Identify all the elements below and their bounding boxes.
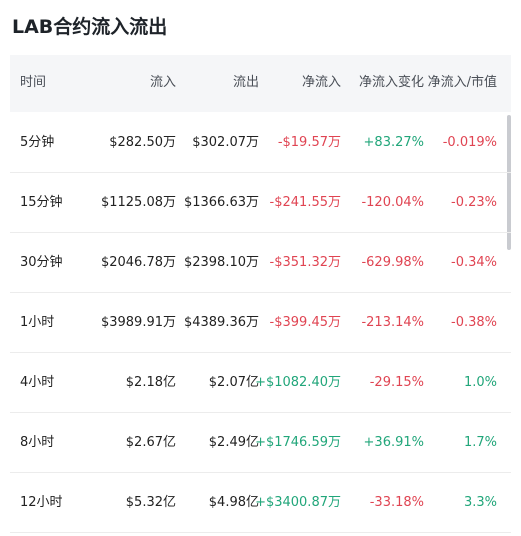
table-cell: +$1746.59万 bbox=[255, 435, 341, 450]
table-cell: $1125.08万 bbox=[100, 195, 176, 210]
row-divider bbox=[10, 292, 511, 293]
table-cell: 30分钟 bbox=[20, 255, 63, 270]
header-cell: 流出 bbox=[232, 75, 259, 90]
table-cell: 1.0% bbox=[463, 375, 497, 390]
table-cell: -0.019% bbox=[442, 135, 497, 150]
table-cell: -120.04% bbox=[361, 195, 424, 210]
header-cell: 流入 bbox=[149, 75, 176, 90]
scrollbar[interactable] bbox=[507, 115, 511, 250]
table-cell: 15分钟 bbox=[20, 195, 63, 210]
table-cell: $4389.36万 bbox=[183, 315, 259, 330]
row-divider bbox=[10, 232, 511, 233]
table-cell: -$399.45万 bbox=[269, 315, 341, 330]
table-cell: -$241.55万 bbox=[269, 195, 341, 210]
table-cell: -629.98% bbox=[361, 255, 424, 270]
table-cell: -0.38% bbox=[451, 315, 497, 330]
table-cell: -29.15% bbox=[369, 375, 424, 390]
table-cell: $1366.63万 bbox=[183, 195, 259, 210]
table-cell: 1.7% bbox=[463, 435, 497, 450]
table-cell: 3.3% bbox=[463, 495, 497, 510]
row-divider bbox=[10, 352, 511, 353]
table-cell: +$1082.40万 bbox=[255, 375, 341, 390]
table-cell: +$3400.87万 bbox=[255, 495, 341, 510]
header-cell: 净流入 bbox=[301, 75, 341, 90]
table-header bbox=[10, 55, 511, 112]
table-cell: 5分钟 bbox=[20, 135, 55, 150]
table-cell: +36.91% bbox=[363, 435, 424, 450]
table-cell: $2046.78万 bbox=[100, 255, 176, 270]
row-divider bbox=[10, 472, 511, 473]
table-cell: -$19.57万 bbox=[277, 135, 341, 150]
header-cell: 净流入/市值 bbox=[427, 75, 497, 90]
table-cell: $4.98亿 bbox=[208, 495, 259, 510]
row-divider bbox=[10, 172, 511, 173]
row-divider bbox=[10, 412, 511, 413]
title: LAB合约流入流出 bbox=[12, 16, 168, 38]
table-cell: +83.27% bbox=[363, 135, 424, 150]
table-cell: $2.49亿 bbox=[208, 435, 259, 450]
table-cell: -0.23% bbox=[451, 195, 497, 210]
header-cell: 净流入变化 bbox=[358, 75, 424, 90]
table-cell: -33.18% bbox=[369, 495, 424, 510]
table-cell: 8小时 bbox=[20, 435, 55, 450]
table-cell: $2.67亿 bbox=[125, 435, 176, 450]
table-cell: $2.07亿 bbox=[208, 375, 259, 390]
table-cell: 12小时 bbox=[20, 495, 63, 510]
table-cell: $282.50万 bbox=[109, 135, 176, 150]
table-cell: -0.34% bbox=[451, 255, 497, 270]
table-cell: -213.14% bbox=[361, 315, 424, 330]
table-cell: $2398.10万 bbox=[183, 255, 259, 270]
table-cell: $302.07万 bbox=[192, 135, 259, 150]
table-cell: 4小时 bbox=[20, 375, 55, 390]
table-cell: $5.32亿 bbox=[125, 495, 176, 510]
table-cell: $2.18亿 bbox=[125, 375, 176, 390]
table-cell: 1小时 bbox=[20, 315, 55, 330]
table-cell: -$351.32万 bbox=[269, 255, 341, 270]
table-cell: $3989.91万 bbox=[100, 315, 176, 330]
header-cell: 时间 bbox=[20, 75, 47, 90]
row-divider bbox=[10, 532, 511, 533]
